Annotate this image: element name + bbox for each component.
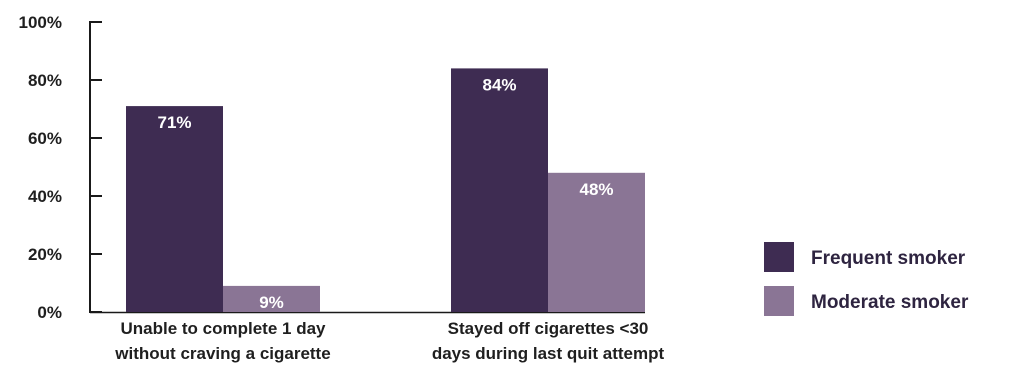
category-label: days during last quit attempt: [432, 344, 665, 363]
category-label: Unable to complete 1 day: [121, 319, 327, 338]
bar-value-label: 9%: [259, 293, 284, 312]
bar-value-label: 84%: [482, 75, 516, 94]
y-tick-label: 100%: [19, 13, 62, 32]
legend-label: Frequent smoker: [811, 248, 966, 269]
chart-axes: 0% 20% 40% 60% 80% 100%: [19, 13, 645, 322]
category-labels: Unable to complete 1 day without craving …: [114, 319, 664, 363]
chart-legend: Frequent smoker Moderate smoker: [764, 242, 969, 316]
chart-bars: 71% 84% 9% 48%: [126, 68, 645, 313]
legend-swatch: [764, 242, 794, 272]
y-tick-label: 80%: [28, 71, 62, 90]
bar-frequent-smoker: [126, 106, 223, 312]
legend-label: Moderate smoker: [811, 292, 969, 313]
bar-value-label: 48%: [579, 180, 613, 199]
y-tick-label: 60%: [28, 129, 62, 148]
legend-swatch: [764, 286, 794, 316]
category-label: without craving a cigarette: [114, 344, 330, 363]
y-tick-label: 40%: [28, 187, 62, 206]
category-label: Stayed off cigarettes <30: [448, 319, 649, 338]
y-tick-label: 0%: [37, 303, 62, 322]
bar-moderate-smoker: [548, 172, 645, 312]
bar-value-label: 71%: [157, 113, 191, 132]
bar-frequent-smoker: [451, 68, 548, 313]
y-tick-label: 20%: [28, 245, 62, 264]
bar-moderate-smoker: [223, 285, 320, 312]
